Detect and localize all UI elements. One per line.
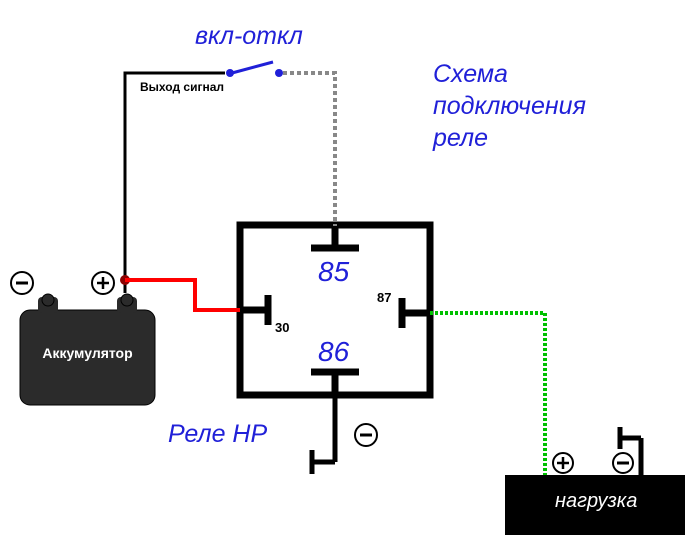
wire-switch-grey	[283, 73, 335, 226]
title-line2: подключения	[433, 92, 586, 121]
wire-green	[430, 313, 545, 475]
minus-86	[355, 424, 377, 446]
ground-86	[312, 395, 335, 474]
battery	[11, 272, 155, 405]
pin-30	[240, 295, 268, 325]
wire-signal	[125, 73, 225, 293]
pin85-label: 85	[318, 256, 349, 288]
pin-87	[402, 298, 430, 328]
diagram-canvas	[0, 0, 700, 555]
relay-label: Реле HP	[168, 420, 267, 449]
load-label: нагрузка	[555, 490, 637, 513]
switch-label: вкл-откл	[195, 22, 303, 51]
signal-out-label: Выход сигнал	[140, 80, 224, 94]
plus-load	[553, 453, 573, 473]
pin86-label: 86	[318, 336, 349, 368]
pin30-label: 30	[275, 320, 289, 335]
pin87-label: 87	[377, 290, 391, 305]
battery-label: Аккумулятор	[20, 345, 155, 361]
load-ground	[620, 427, 641, 475]
title-line1: Схема	[433, 60, 508, 89]
wire-red	[125, 280, 240, 310]
minus-load	[613, 453, 633, 473]
switch	[226, 62, 283, 77]
title-line3: реле	[433, 124, 488, 153]
